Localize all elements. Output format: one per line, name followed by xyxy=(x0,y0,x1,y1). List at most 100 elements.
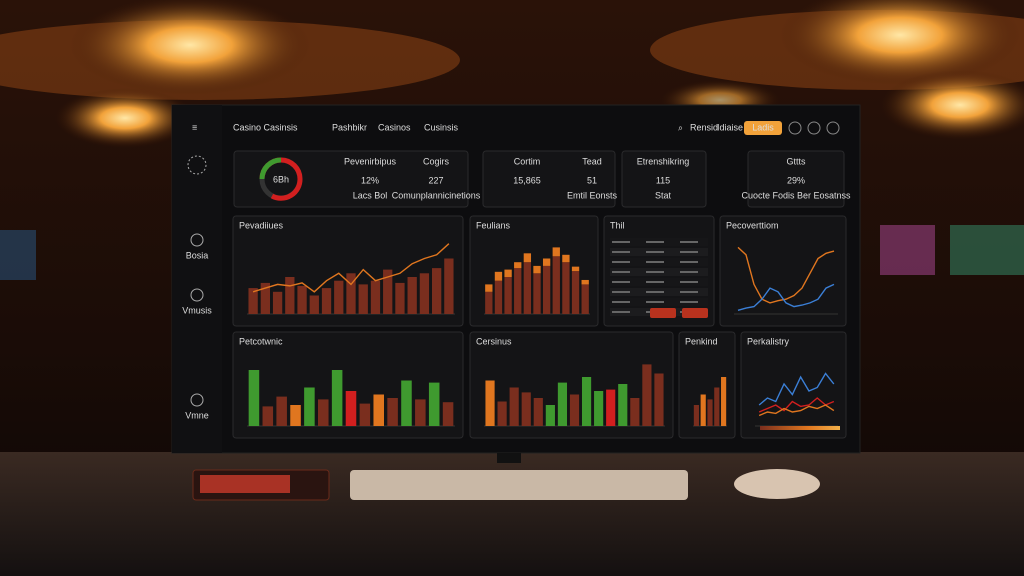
bar xyxy=(571,271,580,314)
cell-text xyxy=(680,261,698,263)
bar-segment xyxy=(581,279,589,285)
menu-icon[interactable]: ≡ xyxy=(192,122,197,132)
bar xyxy=(345,391,357,426)
cell-text xyxy=(612,291,630,293)
card xyxy=(747,150,845,208)
button[interactable] xyxy=(744,121,782,135)
bar xyxy=(262,406,274,426)
bar xyxy=(523,262,532,314)
bar xyxy=(358,284,368,314)
bar-segment xyxy=(562,254,570,263)
bar xyxy=(707,399,713,426)
bar-segment xyxy=(485,284,493,292)
panel-title: Cersinus xyxy=(476,336,512,346)
header-icon[interactable] xyxy=(788,121,802,135)
nav-link[interactable]: Casinos xyxy=(378,122,411,132)
panel-title: Pecoverttiom xyxy=(726,220,779,230)
line-series xyxy=(737,246,835,304)
search-icon[interactable]: ⌕ xyxy=(678,122,683,132)
app-title: Casino Casinsis xyxy=(233,122,298,132)
kpi-label: Cogirs xyxy=(423,156,450,166)
bar-segment xyxy=(552,247,560,257)
sidebar-icon[interactable] xyxy=(190,233,204,247)
bar-segment xyxy=(494,271,503,281)
sidebar-icon[interactable] xyxy=(190,393,204,407)
cell-text xyxy=(646,271,664,273)
bar xyxy=(642,364,652,426)
nav-link[interactable]: Pashbikr xyxy=(332,122,367,132)
table-button[interactable] xyxy=(682,308,708,318)
gauge-label: 6Bh xyxy=(273,174,289,184)
bar xyxy=(407,277,417,314)
monitor-stand xyxy=(497,453,521,463)
kpi-value: 12% xyxy=(361,175,379,185)
sidebar xyxy=(172,105,222,453)
cell-text xyxy=(680,251,698,253)
bar xyxy=(533,273,541,314)
device-keys xyxy=(200,475,290,493)
sidebar-icon[interactable] xyxy=(190,288,204,302)
bar xyxy=(485,380,495,426)
line-series xyxy=(758,372,835,406)
bar xyxy=(494,280,503,314)
nav-link[interactable]: Cusinsis xyxy=(424,122,459,132)
line-series xyxy=(758,397,835,413)
button-label[interactable]: Ladis xyxy=(752,122,774,132)
cell-text xyxy=(680,271,698,273)
bar xyxy=(276,396,287,426)
bar xyxy=(272,291,283,314)
bar xyxy=(693,405,699,426)
kpi-sub: Cuocte Fodis Ber Eosatnss xyxy=(741,190,851,200)
panel-title: Penkind xyxy=(685,336,718,346)
bar xyxy=(373,394,385,426)
bar xyxy=(514,268,522,314)
sidebar-label[interactable]: Vmusis xyxy=(182,305,212,315)
header-icon[interactable] xyxy=(807,121,821,135)
cell-text xyxy=(680,291,698,293)
table-button[interactable] xyxy=(650,308,676,318)
bar xyxy=(557,382,568,426)
search[interactable]: Rensid xyxy=(690,122,718,132)
bar xyxy=(444,258,454,314)
slot-screen xyxy=(0,230,36,280)
bar xyxy=(428,382,440,426)
account[interactable]: Idiaise xyxy=(717,122,743,132)
line-series xyxy=(737,283,835,311)
sidebar-icon[interactable] xyxy=(187,155,207,175)
bar xyxy=(569,394,580,426)
bar xyxy=(415,399,426,426)
panel-title: Pevadiiues xyxy=(239,220,284,230)
cell-text xyxy=(612,311,630,313)
bar xyxy=(359,403,371,426)
bar xyxy=(383,269,393,314)
bar xyxy=(654,373,664,426)
sidebar-label[interactable]: Bosia xyxy=(186,250,209,260)
bar xyxy=(700,394,706,426)
bar xyxy=(260,282,271,314)
bar xyxy=(714,387,720,426)
cell-text xyxy=(612,301,630,303)
bar xyxy=(485,291,493,314)
cell-text xyxy=(680,241,698,243)
bar xyxy=(630,398,640,426)
mouse xyxy=(734,469,820,499)
sidebar-label[interactable]: Vmne xyxy=(185,410,209,420)
bar-segment xyxy=(523,253,532,263)
bar-segment xyxy=(533,265,541,274)
cell-text xyxy=(646,251,664,253)
kpi-sub: Lacs Bol xyxy=(353,190,388,200)
header-icon[interactable] xyxy=(826,121,840,135)
panel-title: Perkalistry xyxy=(747,336,790,346)
bar xyxy=(346,273,356,314)
bar xyxy=(509,387,519,426)
bar xyxy=(290,405,301,426)
bar xyxy=(581,284,589,314)
bar xyxy=(309,295,319,314)
kpi-label: Pevenirbipus xyxy=(344,156,397,166)
heat-bar xyxy=(760,426,840,430)
card xyxy=(621,150,707,208)
line-series xyxy=(758,404,835,417)
kpi-value: 51 xyxy=(587,175,597,185)
bar xyxy=(533,398,543,426)
cell-text xyxy=(612,281,630,283)
